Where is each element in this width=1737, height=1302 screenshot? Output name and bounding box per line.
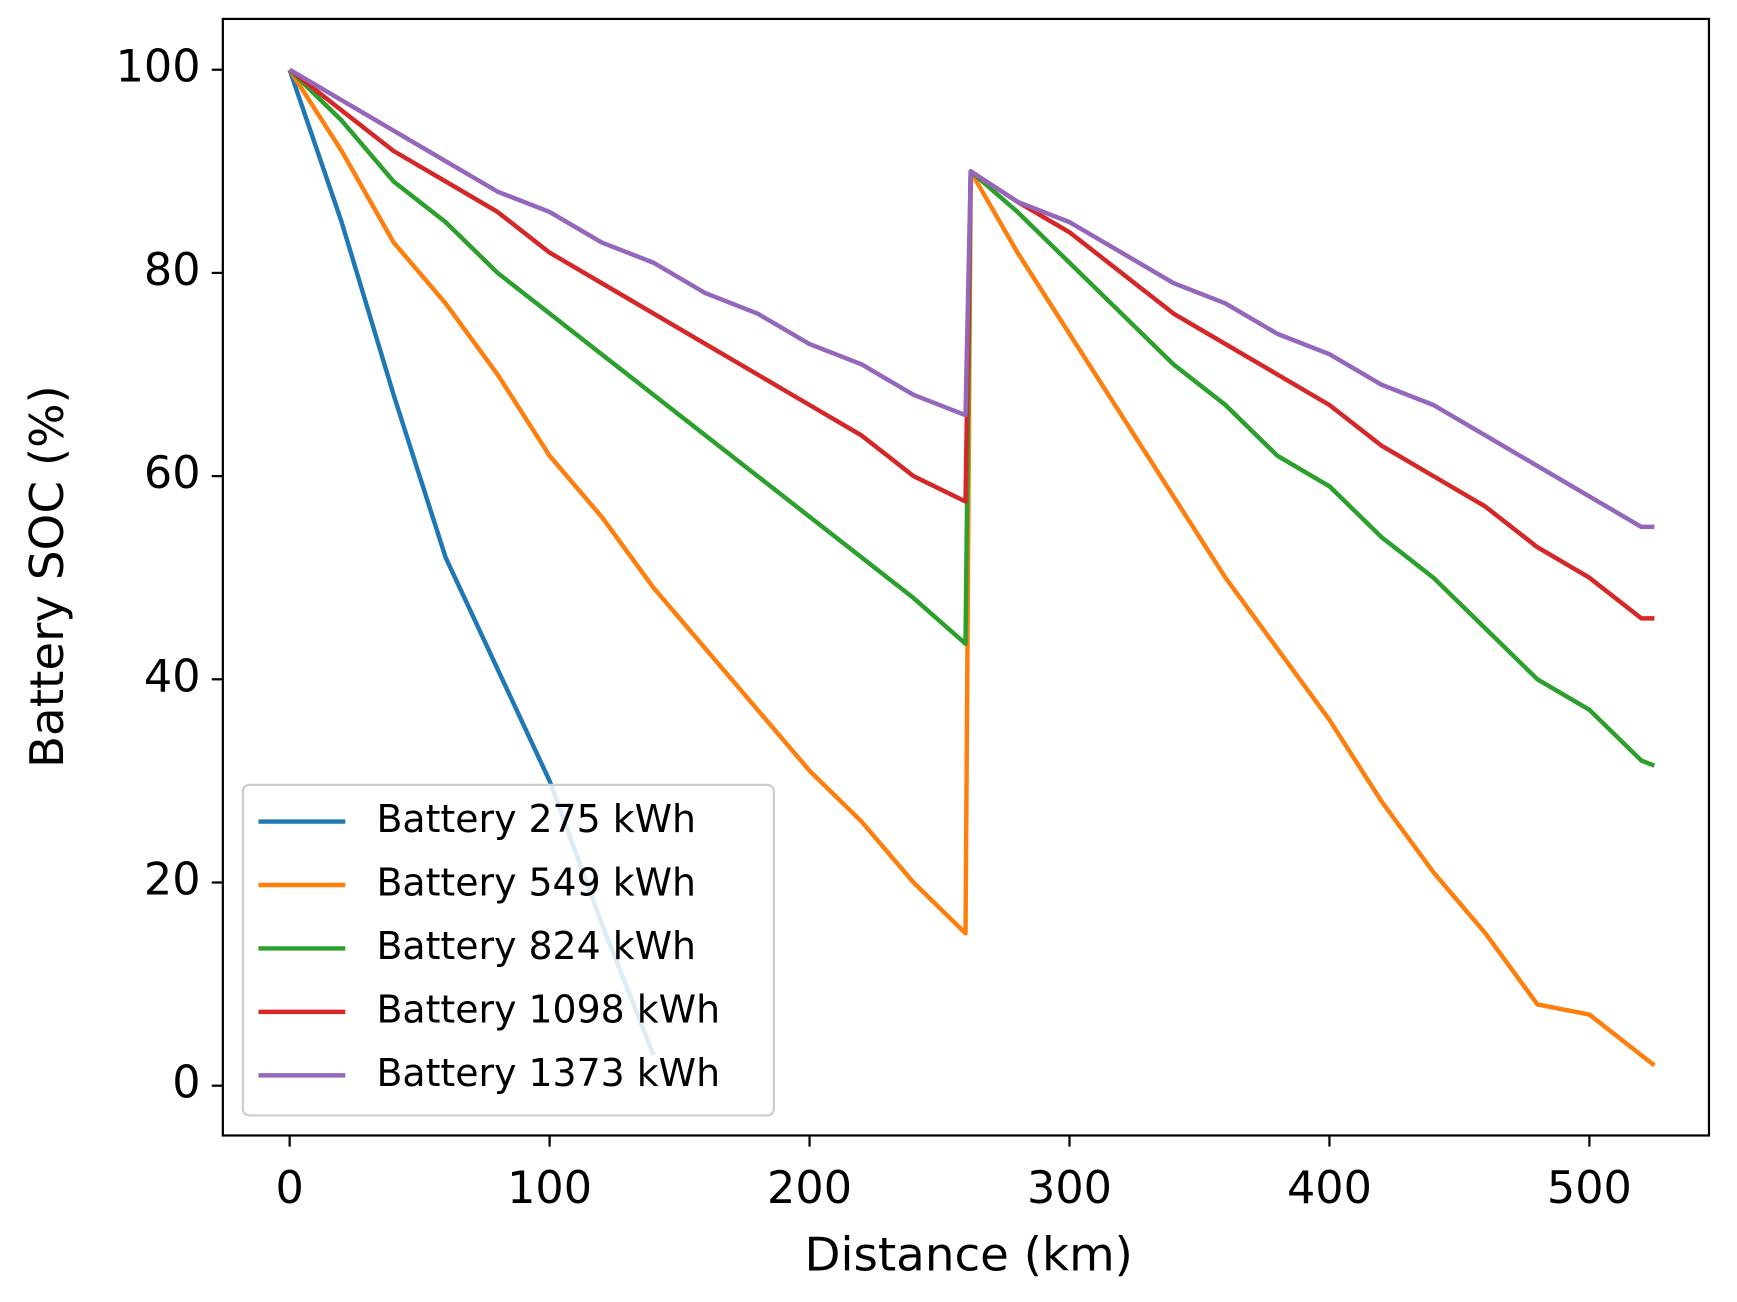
legend-label: Battery 1098 kWh xyxy=(376,987,720,1031)
x-axis-label: Distance (km) xyxy=(805,1228,1133,1282)
legend-label: Battery 275 kWh xyxy=(376,797,696,841)
y-tick-label: 60 xyxy=(144,448,201,499)
legend-label: Battery 824 kWh xyxy=(376,924,696,968)
y-tick-label: 0 xyxy=(172,1058,200,1109)
x-tick-label: 200 xyxy=(767,1163,852,1214)
y-tick-label: 80 xyxy=(144,245,201,296)
series-line xyxy=(288,67,1655,621)
legend-label: Battery 549 kWh xyxy=(376,861,696,905)
x-tick-label: 0 xyxy=(275,1163,303,1214)
x-tick-label: 300 xyxy=(1027,1163,1112,1214)
x-tick-label: 500 xyxy=(1547,1163,1632,1214)
series-line xyxy=(288,67,1655,530)
x-tick-label: 400 xyxy=(1287,1163,1372,1214)
y-tick-label: 20 xyxy=(144,854,201,905)
y-axis-label: Battery SOC (%) xyxy=(21,385,75,768)
legend-box xyxy=(241,783,775,1117)
y-tick-label: 40 xyxy=(144,651,201,702)
legend-label: Battery 1373 kWh xyxy=(376,1051,720,1095)
x-tick-label: 100 xyxy=(507,1163,592,1214)
y-tick-label: 100 xyxy=(116,42,201,93)
plot-frame xyxy=(221,17,1711,1137)
